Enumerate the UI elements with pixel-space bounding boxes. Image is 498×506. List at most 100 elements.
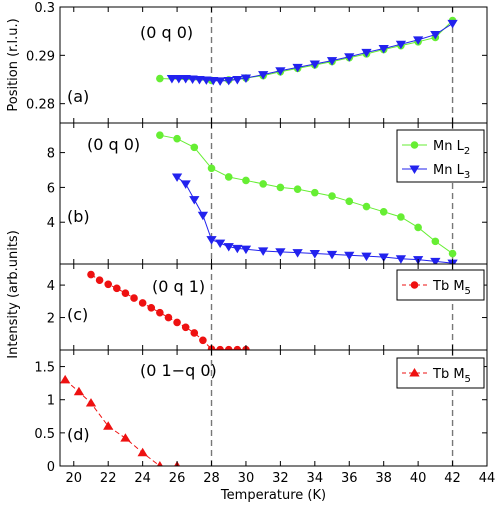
panel-annotation: (0 q 0) — [140, 23, 193, 42]
data-point-d-0 — [137, 447, 148, 457]
data-point-b-1 — [395, 255, 407, 264]
panel-d: 0 0.5 1 1.5 20 22 24 26 28 30 32 34 36 38 40 42 44 Temper… — [34, 349, 496, 503]
legend-label-main: Tb M — [432, 279, 465, 294]
data-point-a-1 — [309, 60, 320, 69]
ytick-label: 0.29 — [26, 49, 55, 64]
data-point-a-1 — [395, 40, 407, 50]
data-point-a-1 — [194, 75, 205, 85]
data-point-c-0 — [95, 276, 104, 285]
panel-annotation: (0 q 1) — [152, 277, 205, 296]
legend-marker — [409, 165, 420, 174]
data-point-b-0 — [259, 180, 267, 188]
data-point-a-1 — [180, 75, 191, 84]
data-point-b-0 — [397, 213, 405, 221]
data-point-c-0 — [121, 289, 130, 298]
ytick-label: 0.3 — [34, 1, 55, 16]
xtick-label: 44 — [479, 471, 496, 486]
data-point-b-1 — [258, 247, 269, 256]
xtick-label: 20 — [66, 471, 83, 486]
data-point-a-1 — [378, 45, 389, 54]
data-point-b-0 — [276, 183, 285, 192]
xtick-label: 24 — [134, 471, 151, 486]
panel-c: 2 4 (0 q 1) (c) Tb M5 — [47, 263, 488, 351]
data-point-d-0 — [85, 398, 97, 407]
series-line-a-0 — [159, 20, 453, 81]
xtick-label: 26 — [169, 471, 186, 486]
y-axis-label-position: Position (r.l.u.) — [6, 18, 21, 111]
panel-label: (d) — [67, 425, 90, 444]
ytick-label: 0 — [47, 460, 55, 475]
data-point-c-0 — [190, 329, 199, 337]
data-point-a-1 — [275, 67, 286, 76]
data-point-c-0 — [147, 304, 156, 312]
data-point-c-0 — [104, 280, 113, 289]
data-point-a-1 — [201, 76, 212, 85]
legend-label: Mn L3 — [433, 163, 470, 181]
data-point-d-0 — [60, 374, 71, 384]
data-point-c-0 — [113, 284, 121, 293]
xtick-label: 40 — [410, 471, 427, 486]
data-point-b-0 — [311, 188, 319, 197]
series-line-a-1 — [171, 23, 453, 82]
panel-label: (a) — [67, 87, 89, 106]
data-point-b-0 — [190, 143, 199, 152]
plot-frame-d — [59, 349, 488, 467]
ytick-label: 8 — [47, 147, 55, 162]
data-point-a-1 — [430, 31, 441, 40]
data-point-b-1 — [430, 257, 441, 264]
ytick-label: 4 — [47, 279, 55, 294]
data-point-b-0 — [156, 131, 164, 139]
data-point-d-0 — [156, 461, 163, 466]
data-point-a-1 — [292, 63, 303, 73]
data-point-a-1 — [214, 77, 226, 86]
legend-label-sub: 5 — [465, 286, 471, 297]
data-point-a-1 — [208, 76, 219, 86]
legend-label: Tb M5 — [432, 279, 471, 297]
xtick-label: 28 — [203, 471, 220, 486]
data-point-b-0 — [448, 249, 457, 258]
data-point-b-1 — [240, 245, 252, 255]
data-point-b-0 — [431, 237, 440, 246]
data-point-b-1 — [232, 244, 243, 254]
xtick-label: 42 — [444, 471, 461, 486]
data-point-c-0 — [199, 336, 207, 345]
panel-label: (c) — [67, 305, 88, 324]
data-point-a-1 — [173, 75, 184, 84]
data-point-b-1 — [326, 250, 338, 260]
data-point-a-1 — [326, 57, 338, 66]
legend-marker — [409, 368, 420, 377]
legend-c: Tb M5 — [396, 269, 485, 301]
data-point-c-0 — [138, 299, 147, 307]
data-point-c-0 — [173, 318, 181, 327]
panel-label: (b) — [67, 207, 90, 226]
xtick-label: 32 — [272, 471, 289, 486]
data-point-b-0 — [173, 134, 181, 143]
legend-label-sub: 5 — [465, 374, 471, 385]
data-point-b-0 — [242, 176, 250, 185]
data-point-b-1 — [214, 239, 226, 249]
data-point-d-0 — [103, 421, 114, 430]
data-point-a-1 — [187, 75, 198, 84]
ytick-label: 4 — [47, 216, 55, 231]
data-point-a-0 — [156, 74, 164, 83]
data-point-c-0 — [181, 323, 190, 332]
data-point-a-1 — [223, 76, 234, 86]
data-point-b-1 — [180, 180, 191, 189]
data-point-d-0 — [73, 386, 85, 396]
xtick-label: 36 — [341, 471, 358, 486]
legend-box — [396, 129, 485, 183]
legend-label-main: Tb M — [432, 367, 465, 382]
x-axis-label: Temperature (K) — [220, 488, 326, 503]
panel-a: 0.28 0.29 0.3 (0 q 0) (a) — [26, 1, 488, 124]
ytick-label: 1.5 — [34, 361, 55, 376]
legend-label: Tb M5 — [432, 367, 471, 385]
legend-label-sub: 3 — [464, 170, 470, 181]
data-point-b-0 — [207, 164, 216, 173]
data-point-b-1 — [275, 248, 286, 257]
data-point-a-1 — [240, 74, 252, 83]
ytick-label: 6 — [47, 181, 55, 196]
legend-d: Tb M5 — [396, 357, 485, 389]
